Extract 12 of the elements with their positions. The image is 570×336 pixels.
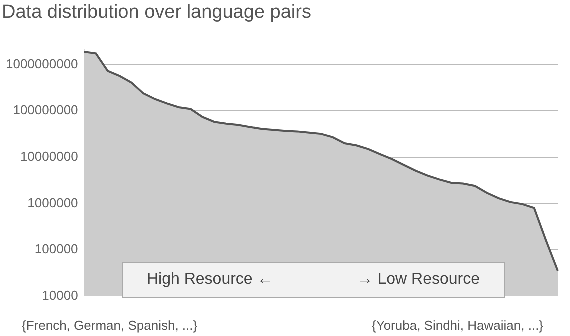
- y-tick-label: 1000000: [28, 195, 78, 210]
- y-tick-label: 100000: [34, 242, 78, 257]
- y-tick-label: 10000000: [20, 149, 78, 164]
- text: {Yoruba, Sindhi, Hawaiian, ...}: [372, 318, 544, 333]
- annotation: High Resource ←: [147, 271, 274, 289]
- y-tick-label: 100000000: [13, 102, 78, 118]
- y-tick-label: 10000: [42, 288, 78, 303]
- legend-box: High Resource ← → Low Resource: [122, 262, 505, 298]
- chart-title: Data distribution over language pairs: [2, 2, 312, 24]
- text: {French, German, Spanish, ...}: [22, 318, 198, 333]
- y-tick-label: 1000000000: [6, 56, 78, 72]
- annotation: → Low Resource: [357, 271, 480, 289]
